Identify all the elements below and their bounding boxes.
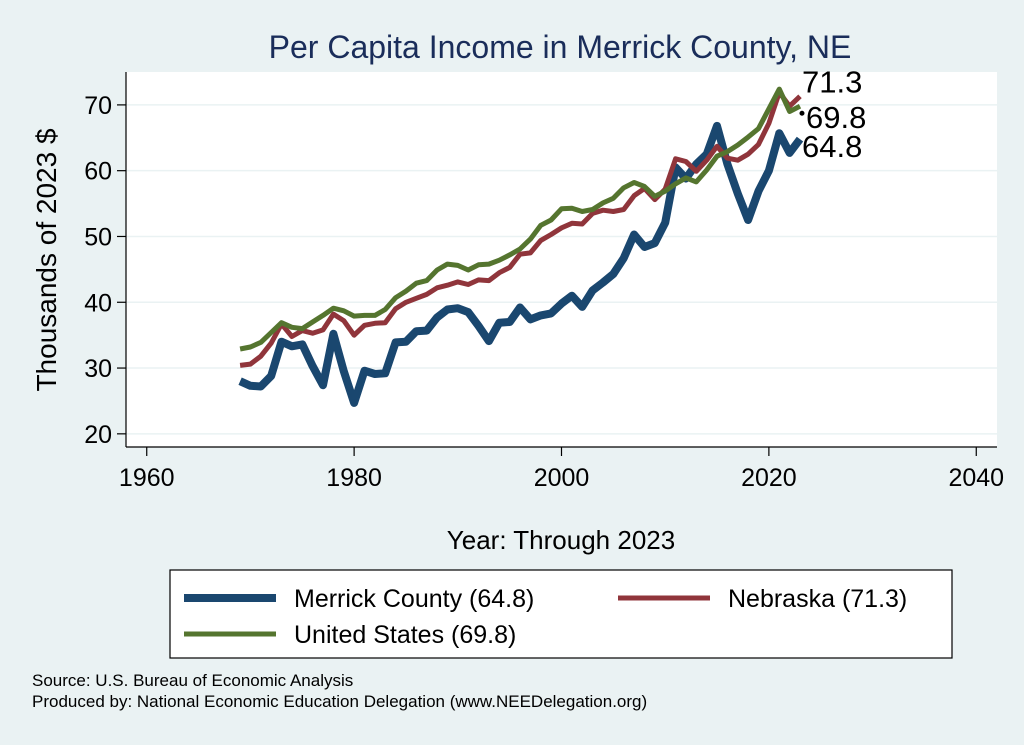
- y-axis-label: Thousands of 2023 $: [31, 128, 62, 392]
- end-label-marker: [799, 110, 805, 116]
- y-tick-label: 30: [84, 355, 112, 383]
- chart: Per Capita Income in Merrick County, NE …: [31, 29, 1004, 659]
- series-line-nebraska: [239, 89, 802, 368]
- x-tick-label: 1980: [326, 464, 382, 492]
- axes: 20 30 40 50 60 70 1960 1980 2000 2020 2040: [84, 72, 1004, 492]
- x-axis-label: Year: Through 2023: [447, 525, 675, 555]
- end-labels: 64.8 71.369.8: [799, 64, 866, 164]
- y-tick-label: 60: [84, 158, 112, 186]
- legend-label-nebraska: Nebraska (71.3): [728, 585, 907, 613]
- plot-area: [126, 72, 997, 447]
- legend-label-merrick: Merrick County (64.8): [294, 585, 534, 613]
- x-tick-label: 2020: [741, 464, 797, 492]
- series-line-merrick: [238, 121, 804, 407]
- end-label-merrick: 64.8: [802, 129, 862, 164]
- x-tick-label: 1960: [119, 464, 175, 492]
- chart-title: Per Capita Income in Merrick County, NE: [269, 29, 852, 65]
- x-tick-label: 2040: [948, 464, 1004, 492]
- y-tick-label: 50: [84, 223, 112, 251]
- legend: Merrick County (64.8) Nebraska (71.3) Unit…: [169, 569, 953, 659]
- series-line-us: [239, 86, 802, 352]
- producer-note: Produced by: National Economic Education…: [32, 692, 648, 711]
- end-label-us: 69.8: [806, 100, 866, 135]
- source-note: Source: U.S. Bureau of Economic Analysis: [32, 671, 354, 690]
- end-label-nebraska: 71.3: [802, 64, 862, 99]
- footer: Source: U.S. Bureau of Economic Analysis…: [32, 670, 647, 712]
- legend-label-us: United States (69.8): [294, 621, 516, 649]
- y-tick-label: 20: [84, 421, 112, 449]
- series-lines: [238, 86, 804, 407]
- legend-box: [169, 569, 953, 659]
- x-tick-label: 2000: [534, 464, 590, 492]
- y-tick-label: 40: [84, 289, 112, 317]
- y-tick-label: 70: [84, 92, 112, 120]
